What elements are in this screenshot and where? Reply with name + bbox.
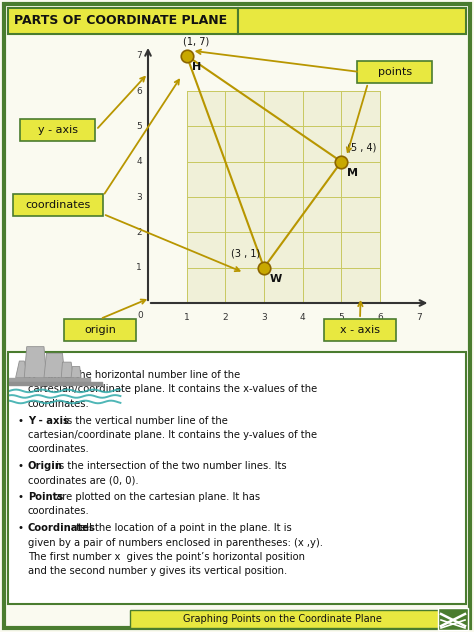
Text: H: H bbox=[192, 62, 202, 72]
FancyBboxPatch shape bbox=[8, 8, 238, 34]
Text: 6: 6 bbox=[377, 313, 383, 322]
Text: 1: 1 bbox=[136, 263, 142, 272]
Text: and the second number y gives its vertical position.: and the second number y gives its vertic… bbox=[28, 566, 287, 576]
Text: 5: 5 bbox=[338, 313, 344, 322]
FancyBboxPatch shape bbox=[8, 352, 466, 604]
Text: 6: 6 bbox=[136, 87, 142, 95]
FancyBboxPatch shape bbox=[130, 610, 440, 628]
Text: Origin: Origin bbox=[28, 461, 63, 471]
Text: are plotted on the cartesian plane. It has: are plotted on the cartesian plane. It h… bbox=[53, 492, 260, 502]
Text: cartesian/coordinate plane. It contains the y-values of the: cartesian/coordinate plane. It contains … bbox=[28, 430, 317, 440]
Polygon shape bbox=[71, 367, 81, 378]
Text: Coordinates: Coordinates bbox=[28, 523, 96, 533]
Text: coordinates.: coordinates. bbox=[28, 506, 90, 516]
FancyBboxPatch shape bbox=[357, 61, 432, 83]
Text: Y - axis: Y - axis bbox=[28, 415, 69, 425]
Text: •: • bbox=[18, 461, 24, 471]
Text: (1, 7): (1, 7) bbox=[183, 36, 209, 46]
Text: X - axis: X - axis bbox=[28, 370, 70, 380]
FancyBboxPatch shape bbox=[64, 319, 136, 341]
FancyBboxPatch shape bbox=[438, 608, 468, 630]
Text: is the horizontal number line of the: is the horizontal number line of the bbox=[61, 370, 240, 380]
Text: coordinates are (0, 0).: coordinates are (0, 0). bbox=[28, 475, 138, 485]
Text: y - axis: y - axis bbox=[38, 125, 78, 135]
Text: 2: 2 bbox=[137, 228, 142, 237]
Text: 4: 4 bbox=[300, 313, 305, 322]
Text: x - axis: x - axis bbox=[340, 325, 380, 335]
Text: Graphing Points on the Coordinate Plane: Graphing Points on the Coordinate Plane bbox=[182, 614, 382, 624]
Polygon shape bbox=[24, 346, 46, 378]
Text: points: points bbox=[378, 67, 412, 77]
FancyBboxPatch shape bbox=[20, 119, 95, 141]
FancyBboxPatch shape bbox=[13, 194, 103, 216]
Text: given by a pair of numbers enclosed in parentheses: (x ,y).: given by a pair of numbers enclosed in p… bbox=[28, 537, 323, 547]
Text: M: M bbox=[347, 168, 358, 178]
Text: 1: 1 bbox=[184, 313, 190, 322]
Text: 7: 7 bbox=[416, 313, 421, 322]
Text: 5: 5 bbox=[136, 122, 142, 131]
Text: Points: Points bbox=[28, 492, 63, 502]
Text: origin: origin bbox=[84, 325, 116, 335]
Polygon shape bbox=[44, 353, 65, 378]
Text: tell the location of a point in the plane. It is: tell the location of a point in the plan… bbox=[73, 523, 292, 533]
Text: •: • bbox=[18, 523, 24, 533]
Text: coordinates: coordinates bbox=[26, 200, 91, 210]
Text: (3 , 1): (3 , 1) bbox=[231, 248, 260, 258]
Text: 3: 3 bbox=[261, 313, 267, 322]
FancyBboxPatch shape bbox=[238, 8, 466, 34]
FancyBboxPatch shape bbox=[324, 319, 396, 341]
Polygon shape bbox=[16, 361, 28, 378]
Text: coordinates.: coordinates. bbox=[28, 444, 90, 454]
FancyBboxPatch shape bbox=[4, 4, 470, 628]
Text: 3: 3 bbox=[136, 193, 142, 202]
Text: is the intersection of the two number lines. Its: is the intersection of the two number li… bbox=[53, 461, 286, 471]
Text: •: • bbox=[18, 370, 24, 380]
Text: •: • bbox=[18, 415, 24, 425]
Text: (5 , 4): (5 , 4) bbox=[347, 142, 376, 152]
Text: The first number x  gives the point’s horizontal position: The first number x gives the point’s hor… bbox=[28, 552, 305, 562]
Text: is the vertical number line of the: is the vertical number line of the bbox=[61, 415, 228, 425]
FancyBboxPatch shape bbox=[187, 91, 380, 303]
Text: 0: 0 bbox=[137, 311, 143, 320]
Polygon shape bbox=[61, 362, 73, 378]
Text: 2: 2 bbox=[222, 313, 228, 322]
Text: 7: 7 bbox=[136, 51, 142, 60]
Text: cartesian/coordinate plane. It contains the x-values of the: cartesian/coordinate plane. It contains … bbox=[28, 384, 317, 394]
Text: 4: 4 bbox=[137, 157, 142, 166]
Text: coordinates.: coordinates. bbox=[28, 399, 90, 409]
Text: •: • bbox=[18, 492, 24, 502]
Text: W: W bbox=[270, 274, 282, 284]
Text: PARTS OF COORDINATE PLANE: PARTS OF COORDINATE PLANE bbox=[14, 15, 227, 28]
